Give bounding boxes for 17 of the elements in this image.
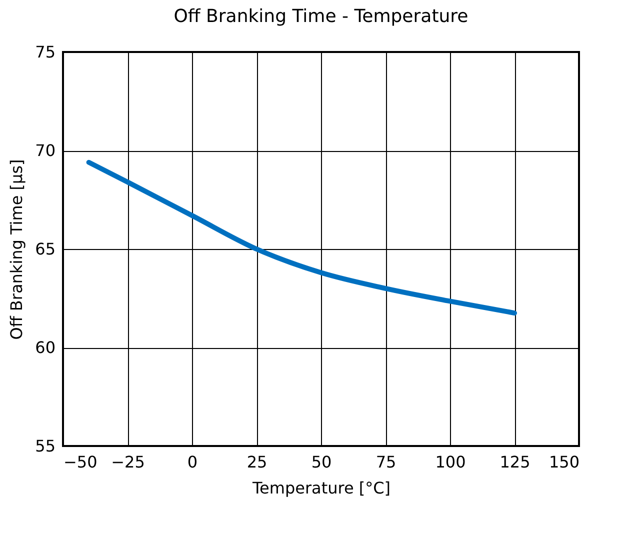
x-tick-label: 25 [246, 452, 268, 472]
y-tick-label: 60 [35, 338, 56, 357]
y-tick-label: 70 [35, 141, 56, 160]
x-tick-label: 75 [376, 452, 396, 472]
x-tick-label: 150 [548, 452, 580, 472]
y-axis-title: Off Branking Time [μs] [7, 159, 26, 340]
y-tick-label: 65 [35, 240, 56, 258]
chart-title: Off Branking Time - Temperature [174, 6, 468, 27]
x-tick-label: −25 [111, 452, 145, 472]
x-tick-label: 0 [187, 452, 198, 472]
x-tick-label: 100 [435, 452, 466, 472]
x-axis-title: Temperature [°C] [251, 478, 391, 498]
x-tick-label: 125 [500, 452, 530, 472]
x-tick-label: 50 [311, 452, 332, 472]
x-tick-label: −50 [64, 452, 98, 472]
y-tick-label: 55 [35, 436, 56, 456]
y-tick-label: 75 [35, 42, 56, 62]
